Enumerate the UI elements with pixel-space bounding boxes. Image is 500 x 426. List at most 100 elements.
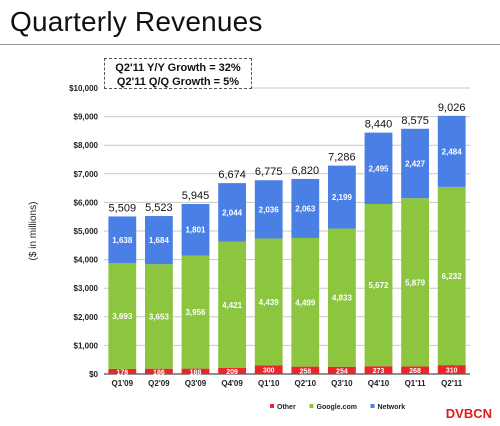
total-label: 6,674	[218, 169, 246, 181]
data-label: 258	[299, 368, 311, 375]
x-tick-label: Q4'10	[368, 379, 390, 388]
data-label: 2,063	[295, 204, 316, 213]
data-label: 2,495	[368, 164, 389, 173]
bar-segment-googlecom	[254, 238, 283, 366]
bar-segment-other	[364, 366, 393, 374]
bar-segment-googlecom	[218, 241, 247, 369]
y-axis-label: ($ in millions)	[28, 202, 39, 261]
bar-segment-googlecom	[108, 263, 137, 369]
bar-segment-googlecom	[401, 198, 430, 367]
data-label: 1,638	[112, 236, 133, 245]
y-tick-label: $3,000	[74, 284, 99, 293]
y-tick-label: $8,000	[74, 141, 99, 150]
data-label: 310	[446, 368, 458, 375]
data-label: 2,484	[442, 147, 463, 156]
data-label: 5,879	[405, 278, 426, 287]
bar-segment-googlecom	[327, 228, 356, 367]
data-label: 3,693	[112, 312, 133, 321]
bar-segment-network	[144, 216, 173, 265]
bar-segment-googlecom	[181, 255, 210, 369]
bar-segment-network	[254, 180, 283, 239]
data-label: 186	[153, 369, 165, 376]
legend-swatch	[309, 404, 314, 408]
yoy-growth-text: Q2'11 Y/Y Growth = 32%	[115, 62, 241, 74]
bar-segment-googlecom	[437, 186, 466, 366]
y-tick-label: $1,000	[74, 341, 99, 350]
bar-segment-other	[291, 366, 320, 374]
bar-segment-other	[108, 368, 137, 374]
legend-swatch	[370, 404, 375, 408]
data-label: 1,684	[149, 236, 170, 245]
bar-segment-other	[181, 368, 210, 374]
data-label: 209	[226, 369, 238, 376]
qoq-growth-text: Q2'11 Q/Q Growth = 5%	[116, 76, 240, 88]
bar-segment-network	[437, 115, 466, 187]
data-label: 4,439	[259, 298, 280, 307]
legend-label: Google.com	[317, 404, 357, 411]
data-label: 2,044	[222, 208, 243, 217]
x-tick-label: Q2'11	[441, 379, 463, 388]
data-label: 2,036	[259, 205, 280, 214]
data-label: 4,499	[295, 298, 316, 307]
bar-segment-network	[181, 203, 210, 256]
y-tick-label: $7,000	[74, 170, 99, 179]
x-tick-label: Q2'09	[148, 379, 170, 388]
bar-segment-network	[218, 183, 247, 242]
bar-segment-other	[254, 365, 283, 374]
data-label: 178	[116, 369, 128, 376]
total-label: 6,820	[292, 165, 320, 177]
bar-segment-other	[437, 365, 466, 374]
x-tick-label: Q4'09	[221, 379, 243, 388]
total-label: 8,575	[401, 115, 429, 127]
bar-segment-network	[327, 165, 356, 229]
data-label: 4,833	[332, 294, 353, 303]
data-label: 2,199	[332, 193, 353, 202]
chart-title: Quarterly Revenues	[10, 6, 263, 37]
x-tick-label: Q3'10	[331, 379, 353, 388]
total-label: 5,945	[182, 190, 210, 202]
x-tick-label: Q3'09	[185, 379, 207, 388]
data-label: 4,421	[222, 301, 243, 310]
bar-segment-googlecom	[144, 264, 173, 369]
data-label: 2,427	[405, 159, 426, 168]
total-label: 7,286	[328, 152, 356, 164]
bar-segment-network	[291, 178, 320, 238]
data-label: 6,232	[442, 272, 463, 281]
bar-segment-other	[144, 368, 173, 374]
data-label: 3,653	[149, 312, 170, 321]
data-label: 273	[373, 368, 385, 375]
x-tick-label: Q1'10	[258, 379, 280, 388]
bar-segment-network	[108, 216, 137, 264]
y-tick-label: $0	[89, 370, 98, 379]
watermark-logo: DVBCN	[445, 406, 492, 421]
data-label: 5,672	[368, 281, 389, 290]
data-label: 300	[263, 368, 275, 375]
bar-segment-other	[327, 366, 356, 374]
title-divider	[0, 44, 500, 45]
total-label: 5,509	[109, 202, 137, 214]
x-tick-label: Q1'09	[112, 379, 134, 388]
y-tick-label: $6,000	[74, 198, 99, 207]
total-label: 6,775	[255, 166, 283, 178]
growth-callout: Q2'11 Y/Y Growth = 32% Q2'11 Q/Q Growth …	[104, 58, 252, 89]
total-label: 5,523	[145, 202, 173, 214]
total-label: 8,440	[365, 119, 393, 131]
data-label: 268	[409, 368, 421, 375]
legend-swatch	[270, 404, 274, 408]
total-label: 9,026	[438, 102, 466, 114]
data-label: 254	[336, 368, 348, 375]
y-tick-label: $5,000	[74, 227, 99, 236]
legend-label: Network	[378, 404, 406, 411]
y-tick-label: $2,000	[74, 313, 99, 322]
bar-segment-network	[401, 128, 430, 199]
data-label: 3,956	[185, 308, 206, 317]
x-tick-label: Q2'10	[295, 379, 317, 388]
y-tick-label: $9,000	[74, 113, 99, 122]
y-tick-label: $10,000	[69, 84, 98, 93]
bar-segment-other	[401, 366, 430, 374]
bar-segment-network	[364, 132, 393, 204]
y-tick-label: $4,000	[74, 256, 99, 265]
data-label: 188	[190, 369, 202, 376]
bar-segment-googlecom	[364, 203, 393, 367]
